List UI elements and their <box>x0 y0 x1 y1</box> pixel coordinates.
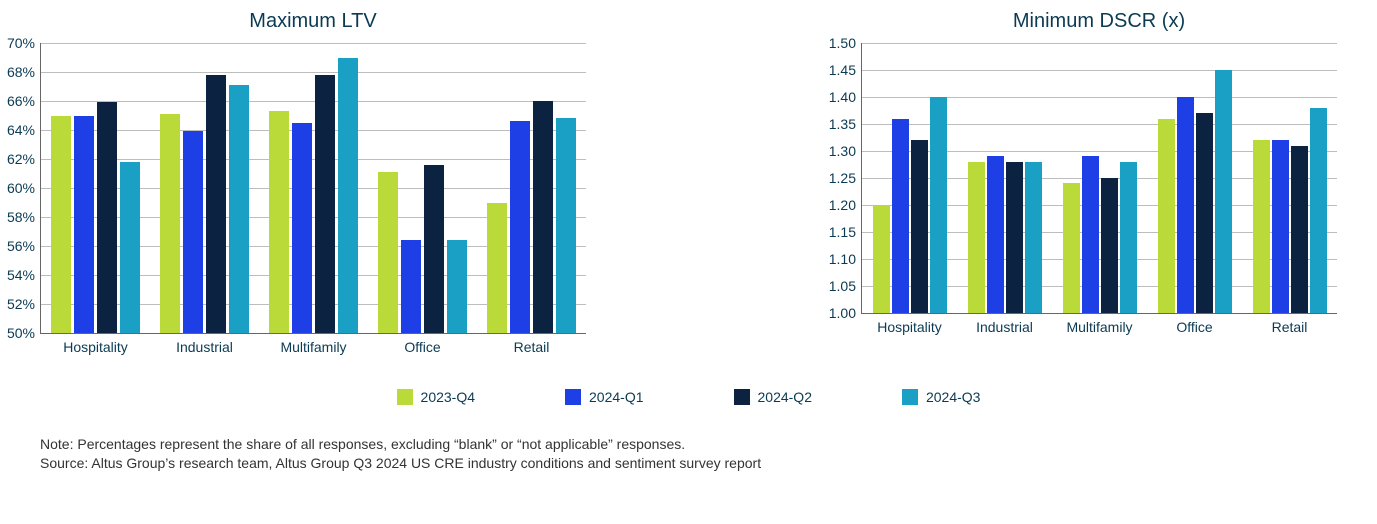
x-tick-label: Retail <box>1272 319 1308 335</box>
bar <box>487 203 507 334</box>
bar <box>401 240 421 333</box>
x-tick-label: Industrial <box>176 339 233 355</box>
y-tick-label: 1.05 <box>829 278 862 294</box>
y-tick-label: 54% <box>7 267 41 283</box>
y-tick-label: 1.15 <box>829 224 862 240</box>
y-tick-label: 68% <box>7 64 41 80</box>
legend-swatch <box>902 389 918 405</box>
legend-swatch <box>565 389 581 405</box>
x-tick-label: Multifamily <box>280 339 346 355</box>
bar <box>292 123 312 333</box>
chart-ltv-plot: 50%52%54%56%58%60%62%64%66%68%70% Hospit… <box>40 43 586 334</box>
bar <box>1253 140 1270 313</box>
x-tick-label: Multifamily <box>1066 319 1132 335</box>
bar <box>1082 156 1099 313</box>
bar <box>424 165 444 333</box>
y-tick-label: 1.50 <box>829 35 862 51</box>
bar <box>229 85 249 333</box>
bar <box>1291 146 1308 313</box>
bar <box>873 205 890 313</box>
bar <box>1310 108 1327 313</box>
legend-label: 2024-Q1 <box>589 389 643 405</box>
chart-dscr: Minimum DSCR (x) 1.001.051.101.151.201.2… <box>861 10 1337 314</box>
bar <box>1272 140 1289 313</box>
bar <box>74 116 94 334</box>
bar <box>447 240 467 333</box>
bar <box>315 75 335 333</box>
footnote: Note: Percentages represent the share of… <box>40 435 1337 473</box>
legend-item: 2024-Q3 <box>902 389 980 405</box>
x-tick-label: Hospitality <box>877 319 942 335</box>
legend-swatch <box>397 389 413 405</box>
bar <box>183 131 203 333</box>
legend-label: 2024-Q2 <box>758 389 812 405</box>
y-tick-label: 60% <box>7 180 41 196</box>
y-tick-label: 58% <box>7 209 41 225</box>
bar <box>97 102 117 333</box>
bar <box>1215 70 1232 313</box>
y-tick-label: 1.30 <box>829 143 862 159</box>
bar <box>1177 97 1194 313</box>
legend-item: 2024-Q1 <box>565 389 643 405</box>
y-tick-label: 1.35 <box>829 116 862 132</box>
y-tick-label: 50% <box>7 325 41 341</box>
bar <box>378 172 398 333</box>
bar <box>892 119 909 313</box>
y-tick-label: 62% <box>7 151 41 167</box>
legend-label: 2024-Q3 <box>926 389 980 405</box>
footnote-line-1: Note: Percentages represent the share of… <box>40 435 1337 454</box>
y-tick-label: 1.45 <box>829 62 862 78</box>
bar <box>930 97 947 313</box>
legend-item: 2024-Q2 <box>734 389 812 405</box>
bar <box>1063 183 1080 313</box>
chart-ltv: Maximum LTV 50%52%54%56%58%60%62%64%66%6… <box>40 10 586 334</box>
bar <box>1006 162 1023 313</box>
y-tick-label: 64% <box>7 122 41 138</box>
x-tick-label: Office <box>1176 319 1212 335</box>
bar <box>269 111 289 333</box>
bar <box>206 75 226 333</box>
bar <box>160 114 180 333</box>
y-tick-label: 66% <box>7 93 41 109</box>
y-tick-label: 56% <box>7 238 41 254</box>
y-tick-label: 1.40 <box>829 89 862 105</box>
legend-item: 2023-Q4 <box>397 389 475 405</box>
y-tick-label: 52% <box>7 296 41 312</box>
bar <box>510 121 530 333</box>
bar <box>911 140 928 313</box>
bar <box>51 116 71 334</box>
legend: 2023-Q4 2024-Q1 2024-Q2 2024-Q3 <box>40 389 1337 405</box>
legend-swatch <box>734 389 750 405</box>
chart-dscr-title: Minimum DSCR (x) <box>861 10 1337 33</box>
bar <box>533 101 553 333</box>
bar <box>1025 162 1042 313</box>
x-tick-label: Hospitality <box>63 339 128 355</box>
x-tick-label: Retail <box>514 339 550 355</box>
x-tick-label: Industrial <box>976 319 1033 335</box>
bar <box>987 156 1004 313</box>
footnote-line-2: Source: Altus Group’s research team, Alt… <box>40 454 1337 473</box>
bar <box>1196 113 1213 313</box>
chart-dscr-plot: 1.001.051.101.151.201.251.301.351.401.45… <box>861 43 1337 314</box>
y-tick-label: 1.10 <box>829 251 862 267</box>
chart-ltv-title: Maximum LTV <box>40 10 586 33</box>
legend-label: 2023-Q4 <box>421 389 475 405</box>
x-tick-label: Office <box>404 339 440 355</box>
y-tick-label: 1.20 <box>829 197 862 213</box>
y-tick-label: 1.00 <box>829 305 862 321</box>
bar <box>556 118 576 333</box>
y-tick-label: 1.25 <box>829 170 862 186</box>
bar <box>1158 119 1175 313</box>
bar <box>338 58 358 334</box>
bar <box>1101 178 1118 313</box>
bar <box>120 162 140 333</box>
y-tick-label: 70% <box>7 35 41 51</box>
bar <box>968 162 985 313</box>
bar <box>1120 162 1137 313</box>
